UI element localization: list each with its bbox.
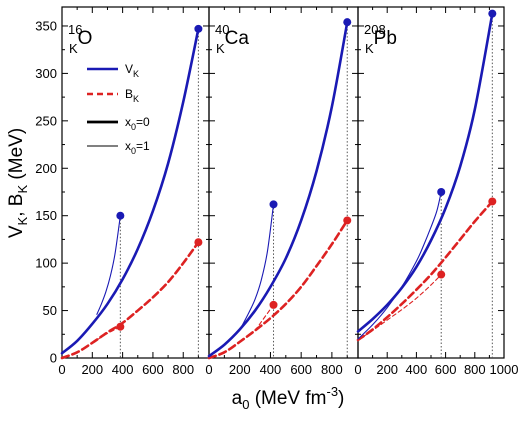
- y-tick-label: 250: [35, 113, 57, 128]
- legend-label-b: B: [125, 87, 133, 101]
- x-tick-label: 400: [260, 362, 282, 377]
- series-b-x0-1: [254, 304, 275, 332]
- x-title-unit-prefix: (MeV fm: [249, 388, 326, 409]
- y-tick-label: 0: [50, 351, 57, 366]
- x-tick-label: 600: [290, 362, 312, 377]
- panel-label-element: Pb: [374, 28, 397, 49]
- x-tick-label: 600: [142, 362, 164, 377]
- legend-label-x0-0-sub: 0: [131, 122, 136, 132]
- svg-text:VK, BK (MeV): VK, BK (MeV): [6, 128, 30, 238]
- legend-label-v: V: [125, 62, 133, 76]
- marker-v-x0-0: [488, 9, 497, 18]
- marker-v-x0-0: [194, 24, 203, 33]
- x-tick-label: 0: [205, 362, 212, 377]
- marker-v-x0-1: [269, 200, 278, 209]
- legend-label-x0-0: x: [125, 115, 131, 129]
- x-tick-label: 200: [81, 362, 103, 377]
- svg-text:VK: VK: [125, 62, 139, 79]
- x-title-unit-suffix: ): [338, 388, 344, 409]
- y-title-v: V: [6, 225, 27, 238]
- panel-label-sub: K: [365, 41, 374, 56]
- panel-2-label: 40 KCa: [215, 22, 249, 56]
- panel-label-sub: K: [69, 41, 78, 56]
- y-title-sep: ,: [6, 206, 27, 217]
- x-tick-label: 200: [229, 362, 251, 377]
- svg-text:a0 (MeV fm-3): a0 (MeV fm-3): [232, 384, 345, 412]
- series-b-x0-0: [60, 240, 200, 360]
- legend-label-x0-0-rest: =0: [136, 115, 150, 129]
- panel-1-label: 16 KO: [68, 22, 92, 56]
- y-tick-label: 100: [35, 256, 57, 271]
- svg-text:x0=1: x0=1: [125, 139, 150, 156]
- marker-b-x0-1: [269, 300, 278, 309]
- y-title-v-sub: K: [15, 216, 30, 225]
- x-axis-title: a0 (MeV fm-3): [232, 384, 345, 412]
- marker-v-x0-0: [343, 18, 352, 27]
- panel-label-mass: 40: [215, 22, 229, 37]
- legend-label-x0-1-sub: 0: [131, 146, 136, 156]
- y-title-unit: (MeV): [6, 128, 27, 185]
- series-v-x0-1: [357, 191, 442, 340]
- panel-3-frame: [357, 6, 505, 359]
- panel-label-element: Ca: [225, 28, 250, 49]
- svg-text:BK: BK: [125, 87, 139, 104]
- marker-v-x0-1: [437, 187, 446, 196]
- y-tick-label: 50: [43, 303, 57, 318]
- panel-label-mass: 16: [68, 22, 82, 37]
- marker-b-x0-0: [194, 238, 203, 247]
- y-title-b-sub: K: [15, 185, 30, 194]
- x-tick-label: 200: [376, 362, 398, 377]
- panel-1-frame: [61, 6, 210, 359]
- marker-b-x0-0: [343, 216, 352, 225]
- y-tick-label: 350: [35, 18, 57, 33]
- panel-3: 0 200 400 600 800 1000 208 KPb: [354, 6, 519, 377]
- x-tick-label: 0: [58, 362, 65, 377]
- x-tick-label: 400: [112, 362, 134, 377]
- series-b-x0-0: [356, 200, 494, 342]
- marker-b-x0-1: [437, 270, 446, 279]
- y-tick-label: 150: [35, 208, 57, 223]
- series-v-x0-1: [241, 203, 275, 327]
- legend-label-v-sub: K: [133, 69, 139, 79]
- x-tick-label: 0: [354, 362, 361, 377]
- y-tick-label: 300: [35, 66, 57, 81]
- panel-3-label: 208 KPb: [364, 22, 397, 56]
- x-tick-label: 800: [464, 362, 486, 377]
- y-title-b: B: [6, 194, 27, 207]
- panel-label-sub: K: [216, 41, 225, 56]
- series-v-x0-0: [207, 20, 349, 358]
- series-v-x0-0: [356, 12, 494, 333]
- legend-label-x0-1: x: [125, 139, 131, 153]
- series-v-x0-0: [60, 27, 200, 355]
- svg-text:x0=0: x0=0: [125, 115, 150, 132]
- legend-label-b-sub: K: [133, 94, 139, 104]
- x-tick-label: 400: [406, 362, 428, 377]
- y-tick-label: 200: [35, 161, 57, 176]
- series-v-x0-1: [96, 215, 121, 315]
- marker-b-x0-1: [116, 322, 125, 331]
- x-tick-label: 800: [172, 362, 194, 377]
- panel-2: 0 200 400 600 800 40 KCa: [205, 6, 359, 377]
- legend: VK BK x0=0 x0=1: [87, 62, 150, 156]
- series-b-x0-0: [207, 219, 349, 360]
- x-title-main: a: [232, 388, 243, 409]
- marker-v-x0-1: [116, 211, 125, 220]
- panel-label-mass: 208: [364, 22, 386, 37]
- marker-b-x0-0: [488, 197, 497, 206]
- x-title-unit-sup: -3: [326, 384, 338, 399]
- x-tick-label: 800: [321, 362, 343, 377]
- x-title-sub: 0: [242, 397, 249, 412]
- legend-label-x0-1-rest: =1: [136, 139, 150, 153]
- y-axis-title: VK, BK (MeV): [6, 128, 30, 238]
- x-tick-label: 600: [435, 362, 457, 377]
- panel-label-element: O: [78, 28, 93, 49]
- x-tick-label: 1000: [490, 362, 519, 377]
